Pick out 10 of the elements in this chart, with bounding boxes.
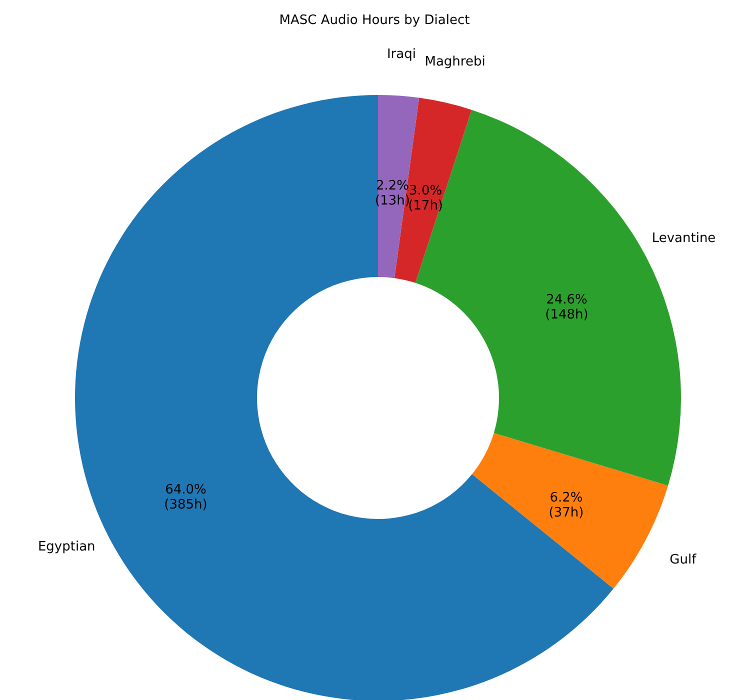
- slice-label: Maghrebi: [424, 54, 486, 70]
- slice-label: Levantine: [652, 231, 716, 246]
- chart-title: MASC Audio Hours by Dialect: [279, 13, 470, 28]
- slice-label: Iraqi: [386, 46, 416, 62]
- donut-slice: [472, 432, 668, 589]
- slice-label: Gulf: [670, 552, 697, 568]
- data-label: 64.0% (385h): [164, 482, 208, 513]
- data-label: 6.2% (37h): [548, 490, 584, 521]
- data-label: 24.6% (148h): [545, 292, 588, 322]
- slice-label: Egyptian: [38, 540, 96, 555]
